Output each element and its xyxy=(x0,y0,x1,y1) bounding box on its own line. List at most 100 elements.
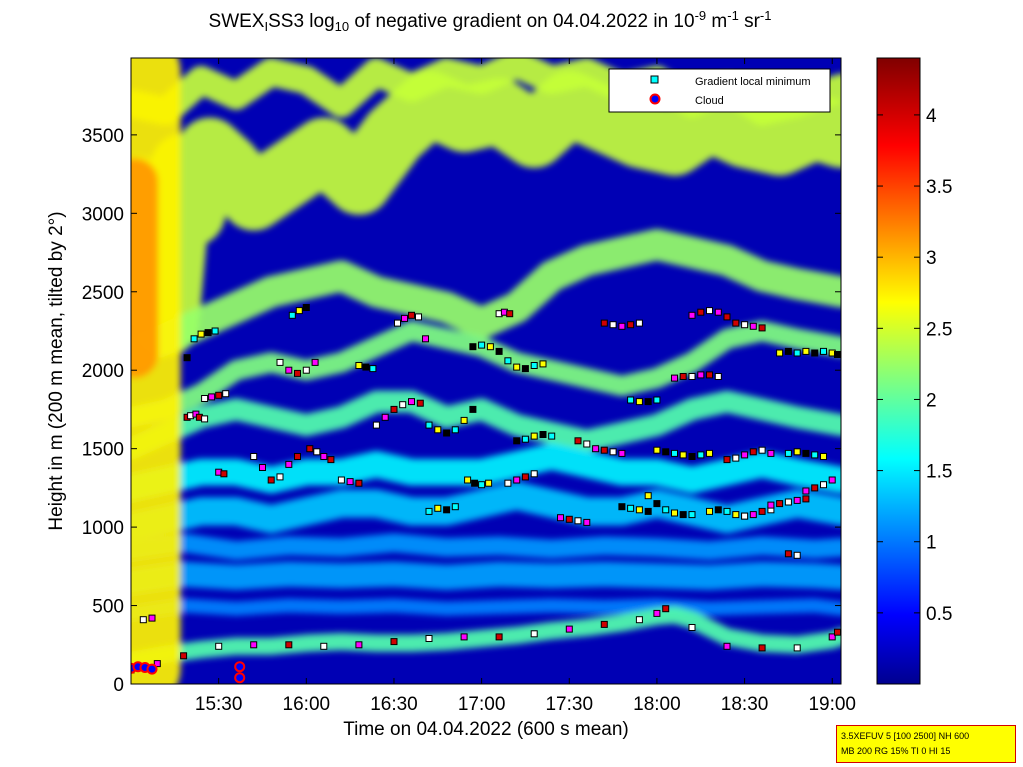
gradient-minimum-marker xyxy=(302,304,310,311)
gradient-minimum-marker xyxy=(390,638,398,646)
gradient-minimum-marker xyxy=(513,437,521,445)
gradient-minimum-marker xyxy=(635,398,643,406)
x-tick-label: 18:00 xyxy=(633,694,681,715)
gradient-minimum-marker xyxy=(714,308,722,316)
gradient-minimum-marker xyxy=(250,641,258,649)
gradient-minimum-marker xyxy=(697,308,705,316)
gradient-minimum-marker xyxy=(653,396,661,404)
gradient-minimum-marker xyxy=(574,437,582,445)
gradient-minimum-marker xyxy=(741,512,749,520)
gradient-minimum-marker xyxy=(834,628,841,636)
gradient-minimum-marker xyxy=(662,448,670,456)
x-tick-label: 17:30 xyxy=(545,694,593,715)
gradient-minimum-marker xyxy=(443,506,451,514)
gradient-minimum-marker xyxy=(758,507,766,515)
gradient-minimum-marker xyxy=(408,398,415,406)
y-axis-label: Height in m (200 m mean, tilted by 2°) xyxy=(46,211,67,530)
gradient-minimum-marker xyxy=(697,451,705,459)
gradient-minimum-marker xyxy=(320,642,328,650)
gradient-minimum-marker xyxy=(250,453,258,460)
x-tick-label: 16:30 xyxy=(370,694,418,715)
gradient-minimum-marker xyxy=(295,307,303,315)
gradient-minimum-marker xyxy=(495,633,503,641)
gradient-minimum-marker xyxy=(408,311,415,319)
gradient-minimum-marker xyxy=(834,351,841,358)
gradient-minimum-marker xyxy=(464,476,472,484)
gradient-minimum-marker xyxy=(784,550,792,558)
gradient-minimum-marker xyxy=(201,395,209,402)
gradient-minimum-marker xyxy=(521,435,529,443)
gradient-minimum-marker xyxy=(802,347,810,355)
chart-title: SWEXISS3 log10 of negative gradient on 0… xyxy=(0,8,980,34)
gradient-minimum-marker xyxy=(732,319,740,327)
colorbar-tick-label: 1 xyxy=(926,533,937,554)
cloud-markers xyxy=(131,661,246,684)
gradient-minimum-marker xyxy=(425,421,433,429)
gradient-minimum-marker xyxy=(609,321,617,329)
gradient-minimum-marker xyxy=(776,500,784,508)
title-superscript-2: -1 xyxy=(727,8,739,23)
gradient-minimum-marker xyxy=(394,319,401,327)
gradient-minimum-marker xyxy=(618,449,626,457)
gradient-minimum-marker xyxy=(793,349,801,357)
gradient-minimum-marker xyxy=(506,310,514,318)
gradient-minimum-marker xyxy=(811,349,819,357)
colorbar-tick-label: 4 xyxy=(926,106,937,127)
gradient-minimum-marker xyxy=(390,405,398,413)
x-tick-label: 18:30 xyxy=(721,694,769,715)
title-part-3: of negative gradient on 04.04.2022 in 10 xyxy=(349,11,695,32)
legend-box xyxy=(608,68,831,113)
gradient-minimum-marker xyxy=(294,453,301,460)
cloud-marker xyxy=(234,661,246,673)
gradient-minimum-marker xyxy=(723,456,731,464)
gradient-minimum-marker xyxy=(530,630,538,638)
gradient-minimum-marker xyxy=(741,451,749,459)
gradient-minimum-marker xyxy=(671,374,678,382)
gradient-minimum-marker xyxy=(679,511,687,519)
y-tick-label: 3500 xyxy=(82,126,124,147)
gradient-minimum-marker xyxy=(600,620,608,628)
gradient-minimum-marker xyxy=(399,401,407,409)
gradient-minimum-marker xyxy=(723,507,731,515)
gradient-minimum-marker xyxy=(183,354,191,362)
gradient-minimum-marker xyxy=(401,314,408,322)
title-superscript-3: -1 xyxy=(759,8,772,23)
gradient-minimum-marker xyxy=(609,448,617,456)
gradient-minimum-marker xyxy=(469,405,477,413)
gradient-minimum-marker xyxy=(220,470,228,478)
gradient-minimum-marker xyxy=(732,454,740,462)
gradient-minimum-marker xyxy=(460,416,468,424)
gradient-minimum-marker xyxy=(530,470,538,478)
title-part-2: SS3 log xyxy=(268,11,335,32)
gradient-minimum-marker xyxy=(530,362,538,369)
gradient-minimum-marker xyxy=(793,496,801,504)
title-superscript-1: -9 xyxy=(694,8,707,23)
settings-line-1: 3.5XEFUV 5 [100 2500] NH 600 xyxy=(841,731,970,741)
gradient-minimum-marker xyxy=(653,500,661,508)
gradient-minimum-marker xyxy=(706,507,713,515)
gradient-minimum-marker xyxy=(802,449,810,457)
gradient-minimum-marker xyxy=(574,517,582,525)
gradient-minimum-marker xyxy=(618,503,626,511)
gradient-minimum-marker xyxy=(802,495,810,503)
gradient-minimum-marker xyxy=(758,446,766,454)
gradient-minimum-marker xyxy=(635,506,643,514)
gradient-minimum-marker xyxy=(583,518,591,526)
gradient-minimum-marker xyxy=(671,449,678,457)
gradient-minimum-marker xyxy=(276,473,284,481)
colorbar-tick-label: 3.5 xyxy=(926,177,952,198)
gradient-minimum-marker xyxy=(811,484,819,492)
gradient-minimum-marker xyxy=(276,358,284,366)
gradient-minimum-marker xyxy=(679,451,687,459)
heatmap-band xyxy=(131,561,841,595)
heatmap-band xyxy=(131,481,841,542)
gradient-minimum-marker xyxy=(820,453,827,460)
gradient-minimum-marker xyxy=(653,446,661,454)
colorbar-tick-label: 0.5 xyxy=(926,604,952,625)
gradient-minimum-marker xyxy=(688,373,696,380)
gradient-minimum-marker xyxy=(521,365,529,373)
x-axis-label: Time on 04.04.2022 (600 s mean) xyxy=(343,719,629,740)
legend-minimum-marker xyxy=(650,75,659,84)
gradient-minimum-marker xyxy=(828,633,836,641)
